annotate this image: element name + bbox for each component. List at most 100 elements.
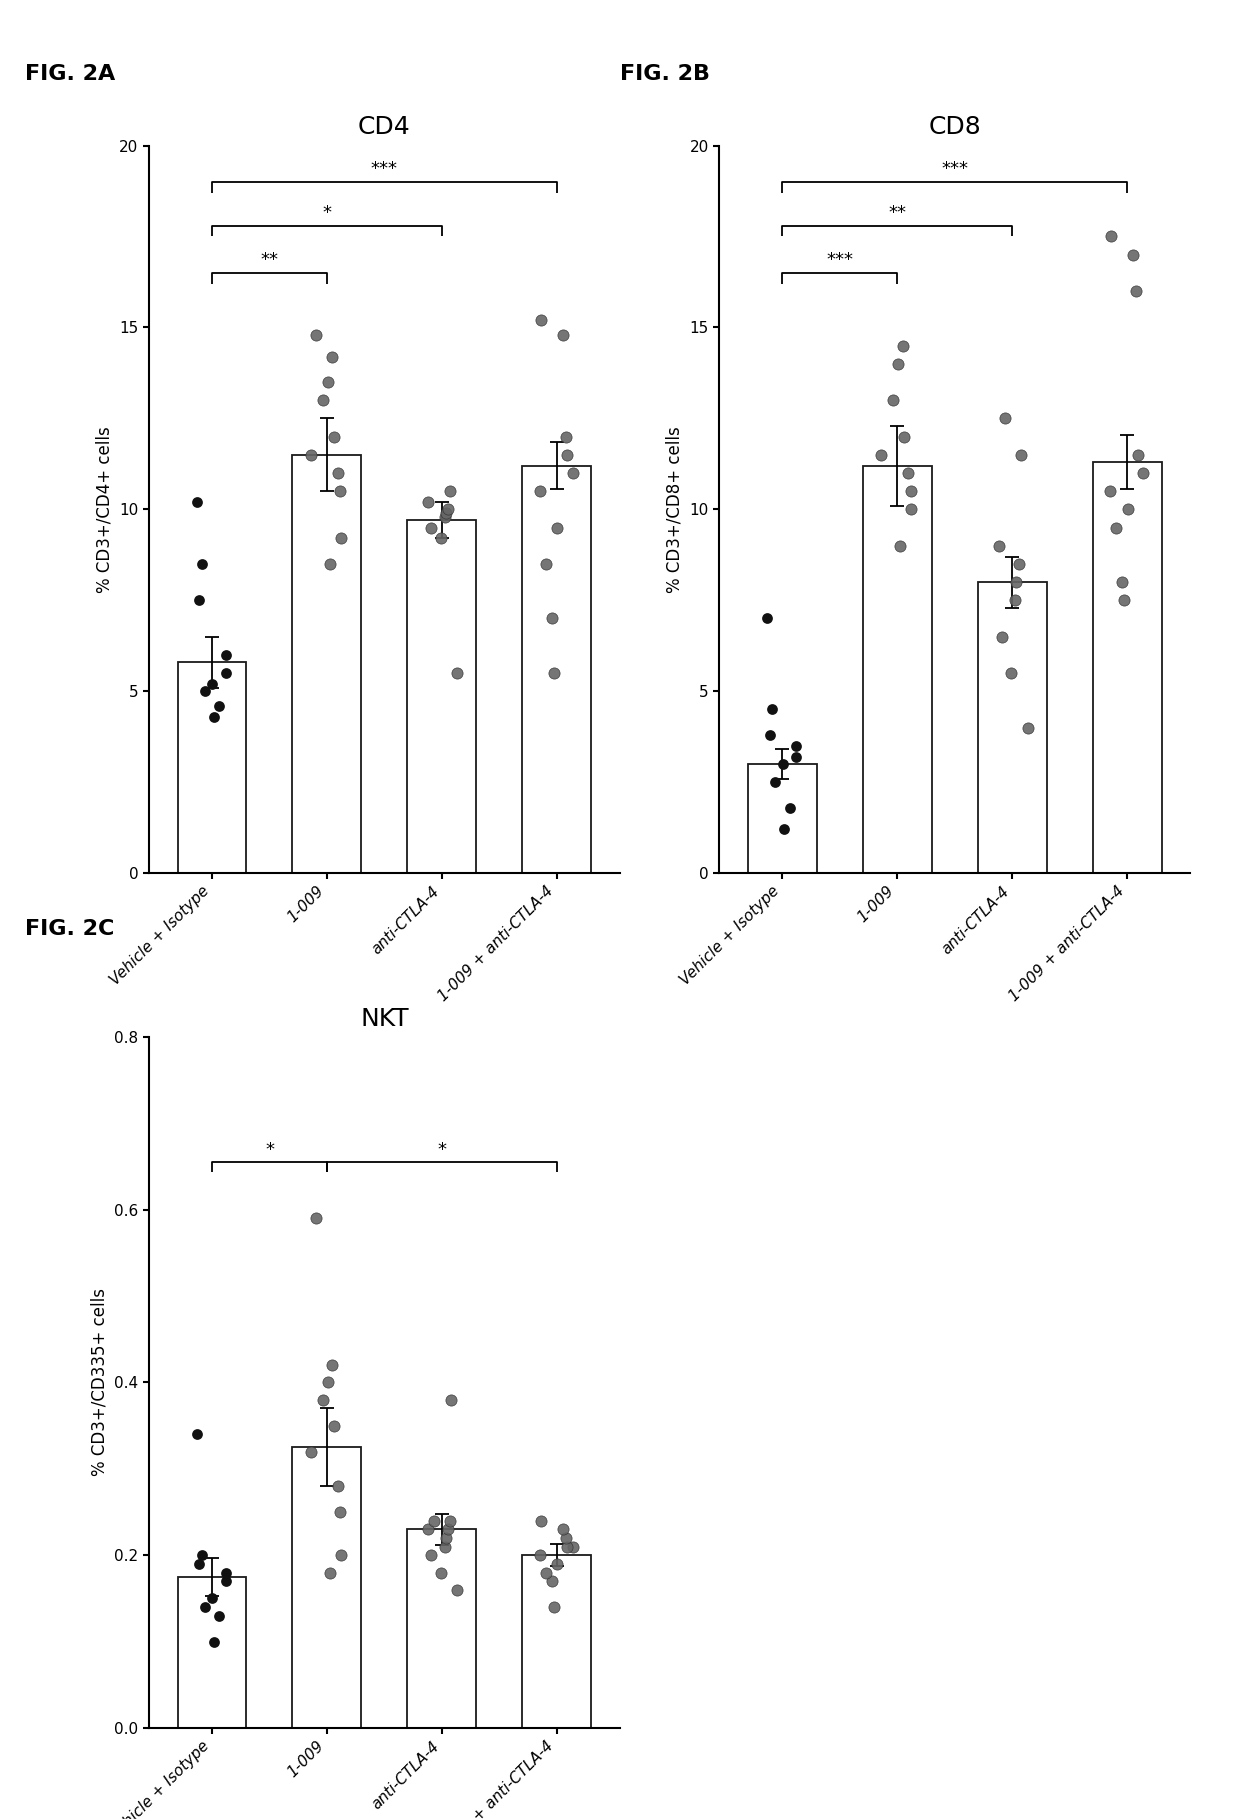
Bar <box>863 466 931 873</box>
Point <box>312 386 332 415</box>
Point <box>1100 477 1120 506</box>
Point <box>1007 568 1027 597</box>
Point <box>440 1506 460 1535</box>
Point <box>994 404 1014 433</box>
Bar <box>978 582 1047 873</box>
Title: CD8: CD8 <box>929 115 981 140</box>
Point <box>894 422 914 451</box>
Point <box>883 386 903 415</box>
Point <box>1106 513 1126 542</box>
Point <box>190 586 210 615</box>
Point <box>531 306 551 335</box>
Point <box>202 1584 222 1613</box>
Point <box>1018 713 1038 742</box>
Point <box>438 1515 458 1544</box>
Point <box>548 1550 568 1579</box>
Point <box>187 1419 207 1448</box>
Point <box>774 815 794 844</box>
Point <box>327 1472 347 1501</box>
Point <box>438 495 458 524</box>
Point <box>448 1575 467 1604</box>
Point <box>1101 222 1121 251</box>
Point <box>418 487 438 517</box>
Point <box>544 1593 564 1623</box>
Point <box>216 1566 236 1595</box>
Bar <box>408 520 476 873</box>
Point <box>1133 458 1153 487</box>
Point <box>301 1437 321 1466</box>
Point <box>544 658 564 688</box>
Text: *: * <box>322 204 331 222</box>
Point <box>988 531 1008 560</box>
Point <box>331 1541 351 1570</box>
Point <box>320 1557 340 1586</box>
Point <box>780 793 800 822</box>
Point <box>424 1506 444 1535</box>
Point <box>760 720 780 749</box>
Point <box>1006 586 1025 615</box>
Point <box>901 495 921 524</box>
Point <box>422 1541 441 1570</box>
Point <box>531 1506 551 1535</box>
Point <box>322 1350 342 1381</box>
Point <box>306 1204 326 1233</box>
Point <box>448 658 467 688</box>
Point <box>556 422 575 451</box>
Text: FIG. 2B: FIG. 2B <box>620 64 711 84</box>
Bar <box>177 662 247 873</box>
Point <box>430 1557 450 1586</box>
Point <box>563 458 583 487</box>
Bar <box>293 1448 361 1728</box>
Point <box>536 549 556 578</box>
Point <box>202 669 222 698</box>
Point <box>436 1523 456 1552</box>
Point <box>542 604 562 633</box>
Point <box>324 422 343 451</box>
Text: FIG. 2A: FIG. 2A <box>25 64 115 84</box>
Point <box>773 749 792 779</box>
Point <box>548 513 568 542</box>
Point <box>1001 658 1021 688</box>
Point <box>557 1532 577 1561</box>
Bar <box>293 455 361 873</box>
Point <box>1008 549 1028 578</box>
Point <box>436 498 456 528</box>
Point <box>306 320 326 349</box>
Bar <box>408 1530 476 1728</box>
Point <box>430 524 450 553</box>
Point <box>190 1550 210 1579</box>
Title: CD4: CD4 <box>358 115 410 140</box>
Point <box>331 1497 351 1526</box>
Point <box>872 440 892 469</box>
Point <box>786 731 806 760</box>
Point <box>556 1523 575 1552</box>
Point <box>786 742 806 771</box>
Point <box>992 622 1012 651</box>
Text: **: ** <box>888 204 906 222</box>
Text: FIG. 2C: FIG. 2C <box>25 919 114 939</box>
Point <box>210 691 229 720</box>
Point <box>1115 586 1135 615</box>
Title: NKT: NKT <box>360 1006 409 1031</box>
Point <box>203 1628 223 1655</box>
Bar <box>177 1577 247 1728</box>
Y-axis label: % CD3+/CD4+ cells: % CD3+/CD4+ cells <box>95 426 114 593</box>
Point <box>758 604 777 633</box>
Point <box>422 513 441 542</box>
Point <box>765 768 785 797</box>
Point <box>1127 440 1147 469</box>
Point <box>210 1601 229 1630</box>
Text: ***: *** <box>371 160 398 178</box>
Point <box>529 1541 549 1570</box>
Text: ***: *** <box>826 251 853 269</box>
Point <box>331 524 351 553</box>
Bar <box>522 1555 591 1728</box>
Point <box>529 477 549 506</box>
Point <box>203 702 223 731</box>
Bar <box>1092 462 1162 873</box>
Point <box>898 458 918 487</box>
Point <box>1112 568 1132 597</box>
Point <box>901 477 921 506</box>
Point <box>331 477 351 506</box>
Point <box>195 1593 215 1623</box>
